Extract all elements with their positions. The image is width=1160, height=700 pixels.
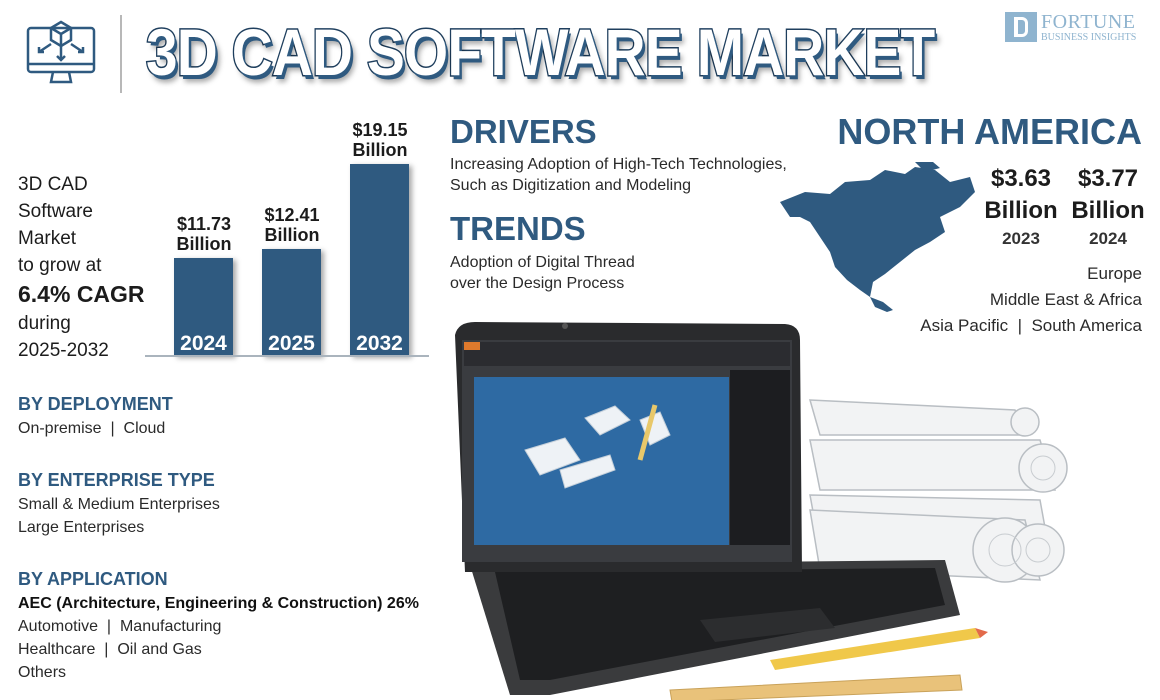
region-amount: $3.63 <box>990 165 1052 192</box>
bar-unit: Billion <box>176 233 232 254</box>
segment-application: BY APPLICATION AEC (Architecture, Engine… <box>18 569 419 684</box>
logo-subtitle: BUSINESS INSIGHTS <box>1041 32 1137 43</box>
bar-value-label: $12.41 Billion <box>247 205 337 245</box>
region-unit: Billion <box>984 197 1058 224</box>
segment-deployment: BY DEPLOYMENT On-premise | Cloud <box>18 394 173 440</box>
bar-value-label: $19.15 Billion <box>335 120 425 160</box>
laptop-blueprint-illustration <box>455 322 1068 700</box>
monitor-3d-cube-icon <box>26 20 96 84</box>
trends-line: Adoption of Digital Thread <box>450 254 635 271</box>
bar-value: $19.15 <box>352 119 408 140</box>
page-title: 3D CAD SOFTWARE MARKET <box>145 14 937 91</box>
region-value-2024: $3.77 Billion <box>1063 163 1153 227</box>
region-unit: Billion <box>1071 197 1145 224</box>
chart-baseline <box>145 355 429 357</box>
cagr-value: 6.4% CAGR <box>18 281 145 307</box>
region-value-2023: $3.63 Billion <box>976 163 1066 227</box>
ruler-icon <box>669 674 963 700</box>
bar-category-label: 2025 <box>268 331 315 355</box>
lead-line: Software <box>18 201 93 222</box>
bar-2032: 2032 <box>350 163 409 356</box>
bar-2024: 2024 <box>174 257 233 356</box>
segment-item: Healthcare | Oil and Gas <box>18 641 202 658</box>
logo-name: FORTUNE <box>1041 11 1136 33</box>
region-europe: Europe <box>1087 264 1142 283</box>
header-divider <box>120 15 122 93</box>
growth-statement: 3D CAD Software Market to grow at 6.4% C… <box>18 171 145 364</box>
region-heading: NORTH AMERICA <box>837 111 1142 152</box>
lead-line: Market <box>18 228 77 249</box>
segment-title: BY ENTERPRISE TYPE <box>18 470 215 490</box>
trends-heading: TRENDS <box>450 210 586 247</box>
segment-item: On-premise | Cloud <box>18 420 166 437</box>
north-america-map-icon <box>780 162 975 312</box>
trends-line: over the Design Process <box>450 275 625 292</box>
segment-item: AEC (Architecture, Engineering & Constru… <box>18 595 419 612</box>
segment-enterprise-type: BY ENTERPRISE TYPE Small & Medium Enterp… <box>18 470 220 539</box>
blueprint-rolls-icon <box>808 399 1068 583</box>
lead-line: 3D CAD <box>18 174 88 195</box>
segment-item: Others <box>18 664 67 681</box>
segment-title: BY DEPLOYMENT <box>18 394 173 414</box>
segment-title: BY APPLICATION <box>18 569 168 589</box>
lead-line: to grow at <box>18 255 102 276</box>
region-year: 2023 <box>1002 229 1040 248</box>
drivers-line: Such as Digitization and Modeling <box>450 177 692 194</box>
pencil-icon <box>770 628 988 670</box>
fortune-logo: FORTUNE BUSINESS INSIGHTS <box>1005 11 1150 44</box>
trends-text: Adoption of Digital Thread over the Desi… <box>450 252 635 294</box>
bar-category-label: 2032 <box>356 331 403 355</box>
bar-value: $12.41 <box>264 205 320 226</box>
region-mea: Middle East & Africa <box>989 290 1142 309</box>
bar-value-label: $11.73 Billion <box>159 214 249 254</box>
bar-unit: Billion <box>264 225 320 246</box>
drivers-heading: DRIVERS <box>450 113 597 150</box>
region-apac-sa: Asia Pacific | South America <box>920 316 1142 335</box>
segment-item: Small & Medium Enterprises <box>18 496 220 513</box>
segment-item: Automotive | Manufacturing <box>18 618 222 635</box>
laptop-icon <box>455 322 960 695</box>
bar-unit: Billion <box>352 139 408 160</box>
logo-mark-icon <box>1005 12 1037 42</box>
lead-line: during <box>18 313 71 334</box>
region-amount: $3.77 <box>1077 165 1139 192</box>
segment-item: Large Enterprises <box>18 519 145 536</box>
forecast-period: 2025-2032 <box>18 340 109 361</box>
bar-category-label: 2024 <box>180 331 227 355</box>
drivers-text: Increasing Adoption of High-Tech Technol… <box>450 154 787 196</box>
drivers-line: Increasing Adoption of High-Tech Technol… <box>450 156 787 173</box>
bar-value: $11.73 <box>176 213 232 234</box>
region-year: 2024 <box>1089 229 1127 248</box>
bar-2025: 2025 <box>262 249 321 356</box>
